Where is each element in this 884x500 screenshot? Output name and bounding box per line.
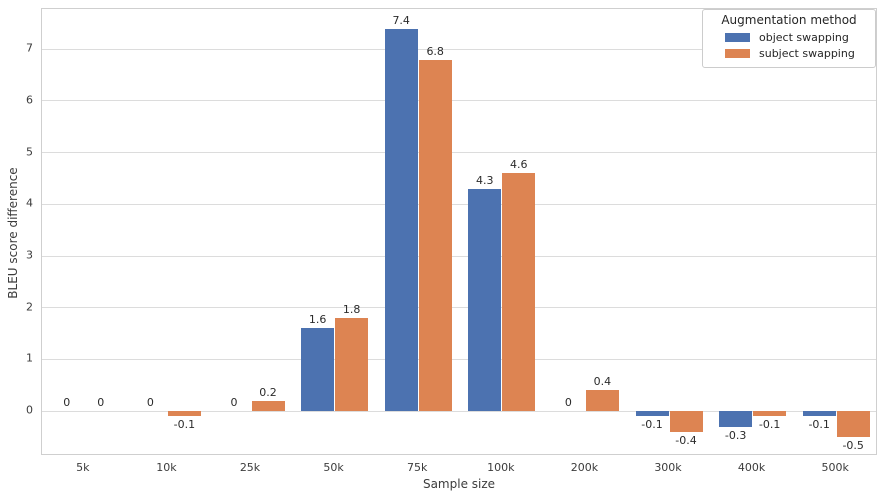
bar-subject-swapping-75k — [418, 59, 452, 412]
legend-swatch-subject-swapping — [725, 48, 750, 58]
y-tick-label: 5 — [26, 145, 33, 159]
bar-value-label: -0.3 — [724, 428, 747, 442]
x-tick-label-500k: 500k — [821, 461, 849, 474]
y-tick-label: 0 — [26, 403, 33, 417]
bar-subject-swapping-100k — [502, 173, 536, 412]
bar-value-label: 4.3 — [476, 173, 494, 187]
bar-value-label: 0 — [146, 396, 154, 410]
legend-item-subject-swapping: subject swapping — [725, 46, 875, 60]
bar-subject-swapping-300k — [669, 411, 703, 432]
legend-label-subject-swapping: subject swapping — [759, 46, 855, 60]
bar-object-swapping-50k — [301, 328, 335, 412]
bar-value-label: 0 — [230, 396, 238, 410]
x-tick-label-100k: 100k — [487, 461, 515, 474]
bar-value-label: -0.1 — [173, 418, 196, 432]
bar-object-swapping-400k — [719, 411, 753, 427]
bar-subject-swapping-25k — [251, 400, 285, 412]
y-tick-label: 3 — [26, 248, 33, 262]
y-tick-label: 2 — [26, 300, 33, 314]
gridline-y-6 — [42, 100, 876, 102]
bar-value-label: 4.6 — [510, 158, 528, 172]
bar-value-label: -0.1 — [641, 418, 663, 432]
gridline-y-1 — [42, 358, 876, 360]
bar-value-label: 0 — [564, 396, 572, 410]
x-tick-label-50k: 50k — [323, 461, 344, 474]
bar-object-swapping-100k — [468, 188, 502, 412]
bar-value-label: 6.8 — [426, 44, 444, 58]
y-axis-title: BLEU score difference — [6, 167, 20, 299]
bar-object-swapping-500k — [802, 411, 836, 417]
y-tick-label: 4 — [26, 196, 33, 210]
gridline-y-0 — [42, 410, 876, 412]
bar-value-label: -0.1 — [808, 418, 830, 432]
bar-object-swapping-300k — [635, 411, 669, 417]
y-tick-label: 6 — [26, 93, 33, 107]
bar-value-label: -0.5 — [842, 438, 864, 452]
bar-subject-swapping-500k — [836, 411, 870, 437]
x-tick-label-5k: 5k — [76, 461, 90, 474]
bar-value-label: 0 — [63, 396, 71, 410]
legend-title: Augmentation method — [721, 13, 857, 27]
x-tick-label-400k: 400k — [737, 461, 766, 474]
bar-value-label: 0.4 — [593, 375, 612, 389]
bar-value-label: 0 — [97, 396, 105, 410]
gridline-y-3 — [42, 255, 876, 257]
gridline-y-7 — [42, 48, 876, 50]
y-tick-label: 1 — [26, 351, 33, 365]
legend-label-object-swapping: object swapping — [759, 30, 849, 44]
x-tick-label-25k: 25k — [239, 461, 261, 474]
bar-subject-swapping-200k — [585, 390, 619, 412]
x-tick-label-75k: 75k — [407, 461, 428, 474]
bar-value-label: 1.8 — [342, 303, 361, 317]
bar-value-label: 1.6 — [308, 313, 327, 327]
x-axis-title: Sample size — [422, 477, 496, 491]
x-tick-label-300k: 300k — [654, 461, 682, 474]
legend: Augmentation method object swapping subj… — [702, 9, 876, 68]
plot-area: 0 0 0 1.6 7.4 4.3 0 -0.1 -0.3 -0.1 0 -0.1 0.2 1.8 6.8 4… — [41, 8, 877, 455]
gridline-y-2 — [42, 307, 876, 309]
bar-subject-swapping-10k — [167, 411, 201, 417]
gridline-y-4 — [42, 203, 876, 205]
bar-value-label: 0.2 — [259, 385, 277, 399]
bar-object-swapping-75k — [384, 28, 418, 412]
bar-value-label: -0.4 — [675, 433, 697, 447]
bar-value-label: 7.4 — [392, 13, 410, 27]
bar-value-label: -0.1 — [758, 418, 781, 432]
bar-subject-swapping-50k — [335, 318, 369, 412]
legend-swatch-object-swapping — [725, 32, 750, 42]
legend-item-object-swapping: object swapping — [725, 30, 875, 44]
y-tick-label: 7 — [26, 41, 33, 55]
x-tick-label-200k: 200k — [570, 461, 599, 474]
bar-subject-swapping-400k — [753, 411, 787, 417]
gridline-y-5 — [42, 152, 876, 154]
x-tick-label-10k: 10k — [156, 461, 177, 474]
